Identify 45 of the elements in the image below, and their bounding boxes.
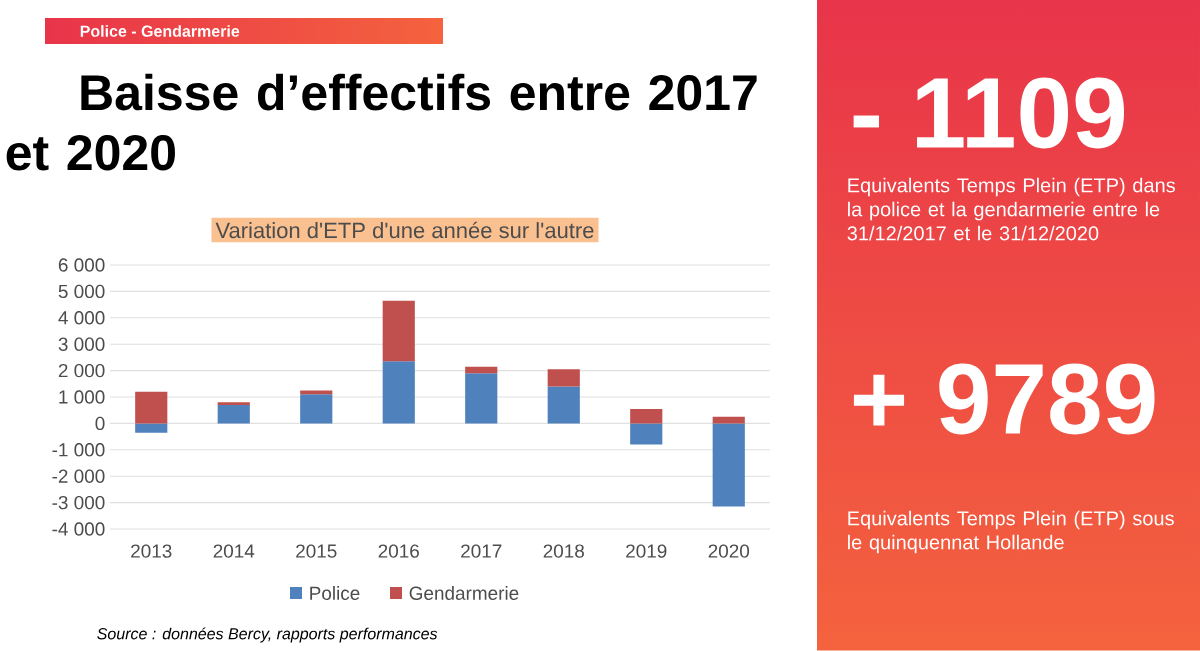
bar — [630, 408, 663, 424]
bar — [630, 423, 663, 445]
y-tick-label: -4 000 — [52, 522, 105, 536]
text: Equivalents Temps Plein (ETP) sous le quinquennat Hollande — [848, 510, 1174, 554]
bar — [465, 373, 498, 424]
y-tick-label: 2 000 — [58, 363, 105, 378]
bar — [382, 361, 415, 424]
bar — [135, 423, 168, 433]
y-tick-label: 1 000 — [59, 390, 105, 404]
y-tick-label: 0 — [95, 416, 105, 431]
text: - 1109 — [853, 77, 1125, 149]
y-tick-label: -2 000 — [52, 469, 105, 483]
legend-label: Gendarmerie — [409, 586, 519, 600]
bar — [547, 369, 580, 387]
bar — [382, 300, 415, 362]
bar — [300, 394, 333, 424]
source-note: Source : données Bercy, rapports performances — [97, 627, 438, 643]
bar — [712, 416, 745, 424]
y-tick-label: -1 000 — [52, 443, 105, 457]
bar — [712, 423, 745, 507]
bar — [217, 402, 250, 405]
x-tick-label: 2017 — [461, 544, 502, 558]
legend-label: Police — [310, 586, 360, 600]
bar — [300, 390, 333, 395]
bar — [465, 366, 498, 374]
y-tick-label: -3 000 — [52, 495, 105, 510]
y-tick-label: 5 000 — [58, 284, 105, 299]
x-tick-label: 2014 — [213, 544, 255, 558]
y-tick-label: 3 000 — [58, 337, 105, 351]
chart-title: Baisse d’effectifs entre 2017 et 2020 — [6, 73, 757, 171]
x-tick-label: 2020 — [708, 544, 750, 558]
text: Equivalents Temps Plein (ETP) dans la police et la gendarmerie entre le 31/12/2017 et le 31/12/2020 — [847, 177, 1175, 241]
y-tick-label: 6 000 — [58, 258, 105, 272]
x-tick-label: 2018 — [543, 544, 584, 558]
x-tick-label: 2015 — [296, 544, 337, 558]
x-tick-label: 2013 — [131, 544, 172, 558]
x-tick-label: 2019 — [626, 544, 667, 558]
y-tick-label: 4 000 — [58, 311, 105, 325]
bar — [135, 391, 168, 424]
text: Police - Gendarmerie — [80, 25, 240, 37]
text: + 9789 — [853, 363, 1155, 435]
x-tick-label: 2016 — [378, 544, 419, 558]
bar — [547, 386, 580, 424]
bar — [217, 404, 250, 424]
chart-subtitle: Variation d'ETP d'une année sur l'autre — [215, 221, 594, 239]
